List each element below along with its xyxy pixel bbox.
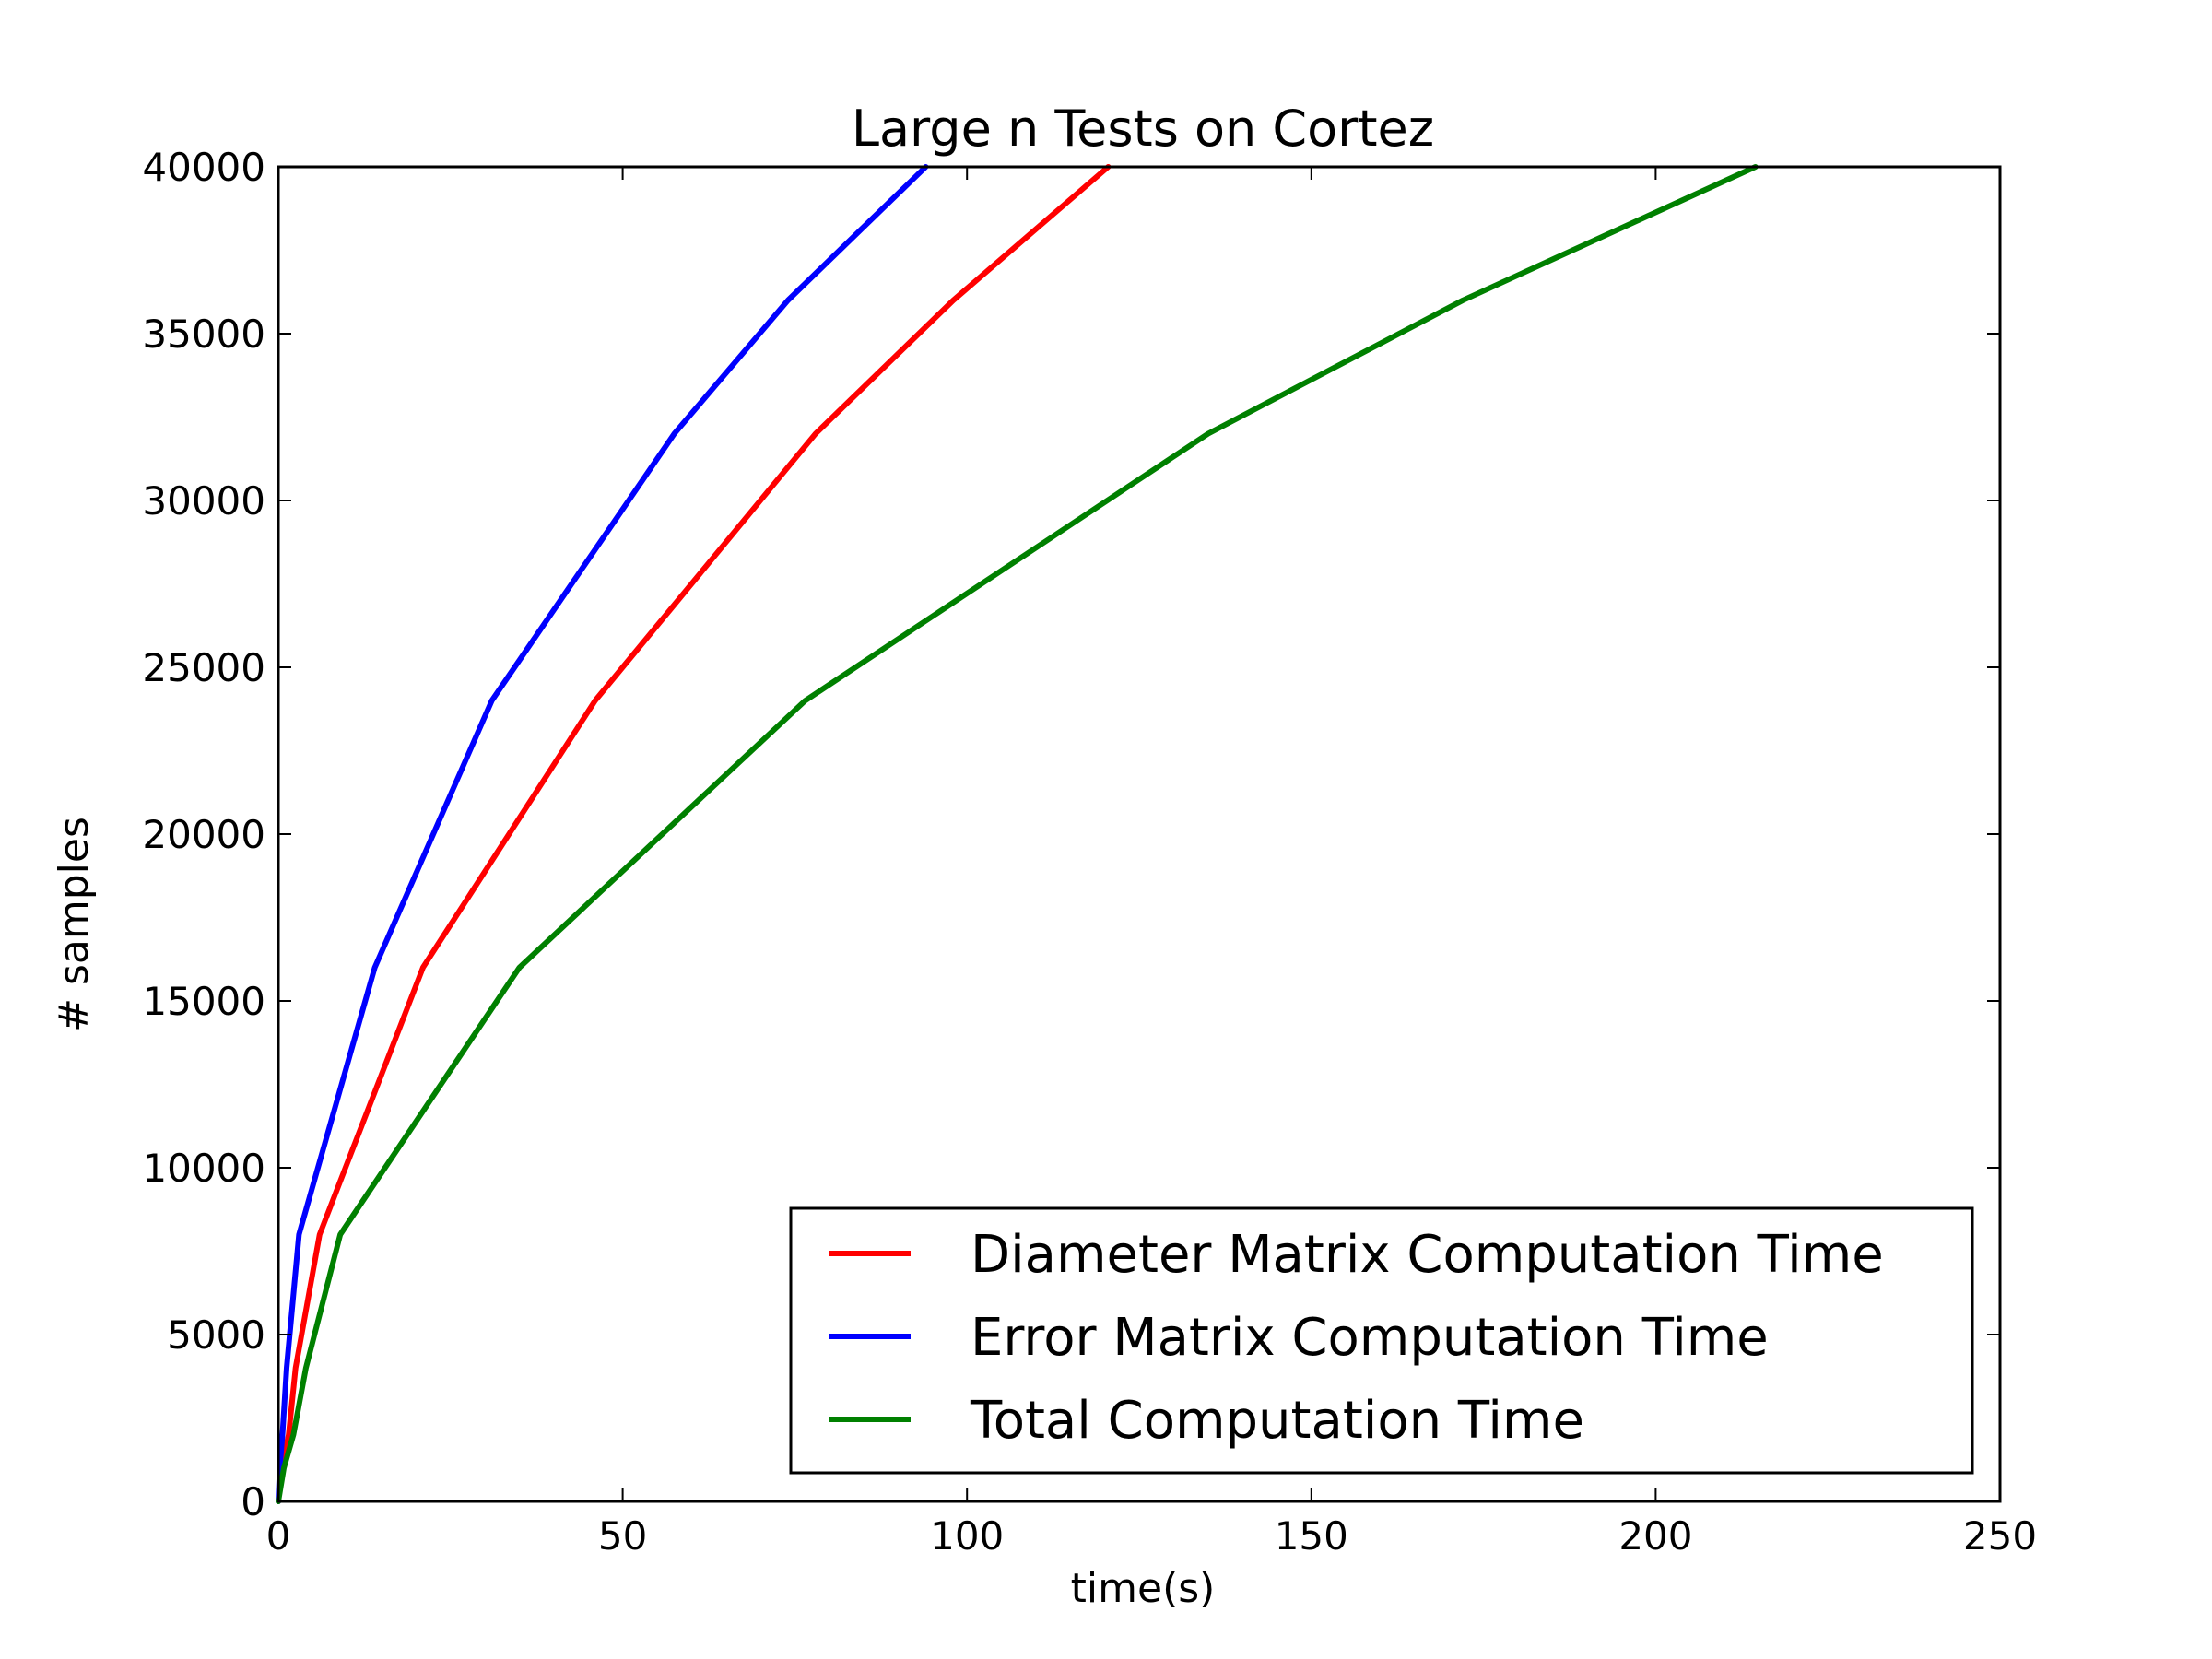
series-line-2 [276,164,929,1504]
y-tick-label: 20000 [142,812,265,857]
y-axis-label: # samples [51,817,98,1032]
series-line-1 [276,164,1112,1504]
y-tick-label: 0 [241,1479,265,1524]
legend-label: Diameter Matrix Computation Time [971,1225,1884,1285]
chart-title: Large n Tests on Cortez [852,100,1434,158]
y-tick-label: 40000 [142,145,265,190]
y-tick-label: 10000 [142,1146,265,1191]
series-line-3 [276,164,1759,1504]
y-tick-label: 30000 [142,478,265,524]
x-tick-label: 200 [1618,1513,1692,1559]
legend: Diameter Matrix Computation Time Error Ma… [789,1206,1974,1475]
x-tick-label: 0 [266,1513,291,1559]
legend-box [789,1206,1974,1475]
plot-area [276,164,1759,1504]
legend-label: Total Computation Time [970,1391,1584,1451]
legend-label: Error Matrix Computation Time [971,1308,1769,1368]
x-tick-label: 100 [930,1513,1004,1559]
y-tick-label: 25000 [142,645,265,690]
x-tick-label: 50 [598,1513,647,1559]
y-tick-label: 35000 [142,312,265,357]
x-axis-label: time(s) [1071,1565,1216,1612]
y-tick-label: 5000 [167,1312,265,1358]
axis-ticks: 0 50 100 150 200 250 0 5000 10000 15000 20000 25000… [142,145,2037,1559]
x-tick-label: 250 [1963,1513,2037,1559]
x-tick-label: 150 [1275,1513,1348,1559]
y-tick-label: 15000 [142,979,265,1024]
